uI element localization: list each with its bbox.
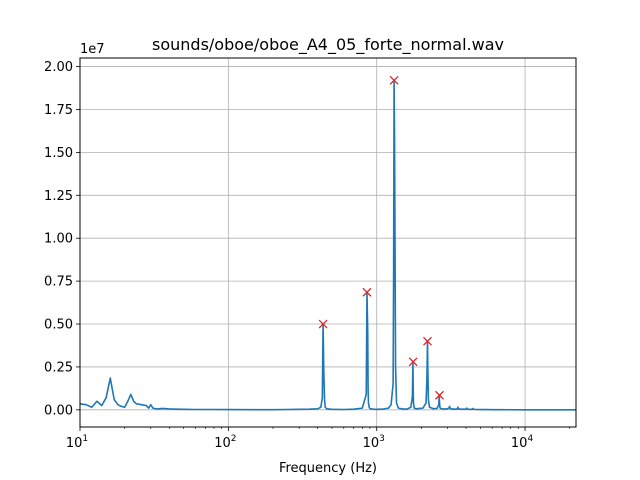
x-tick-label: 101	[66, 434, 88, 451]
x-tick-label: 104	[511, 434, 534, 451]
y-tick-label: 1.75	[44, 103, 73, 118]
plot-area	[80, 58, 576, 427]
y-tick-label: 0.00	[44, 403, 73, 418]
x-tick-label: 103	[363, 434, 385, 451]
x-axis-label: Frequency (Hz)	[279, 461, 377, 476]
peak-marker	[423, 336, 432, 346]
y-tick-label: 0.25	[44, 360, 73, 375]
y-tick-label: 1.50	[44, 146, 73, 161]
peak-marker	[318, 319, 328, 329]
y-tick-label: 1.25	[44, 189, 73, 204]
peak-marker	[389, 75, 399, 85]
y-tick-label: 1.00	[44, 232, 73, 247]
y-axis: 0.00 0.25 0.50 0.75 1.00 1.25 1.50 1.75 2.00	[44, 60, 80, 418]
spectrum-line	[79, 79, 576, 411]
y-tick-label: 0.75	[44, 275, 73, 290]
peak-marker	[435, 390, 444, 400]
y-tick-label: 0.50	[44, 318, 73, 333]
series-layer	[79, 79, 576, 411]
peaks-layer	[318, 75, 444, 400]
x-axis: 101 102 103 104	[66, 427, 571, 451]
plot-frame	[79, 57, 577, 428]
x-tick-label: 102	[214, 434, 236, 451]
y-offset-label: 1e7	[80, 42, 105, 57]
peak-marker	[408, 357, 418, 367]
peak-marker	[362, 287, 372, 297]
y-tick-label: 2.00	[44, 60, 73, 75]
chart-title: sounds/oboe/oboe_A4_05_forte_normal.wav	[152, 35, 504, 55]
